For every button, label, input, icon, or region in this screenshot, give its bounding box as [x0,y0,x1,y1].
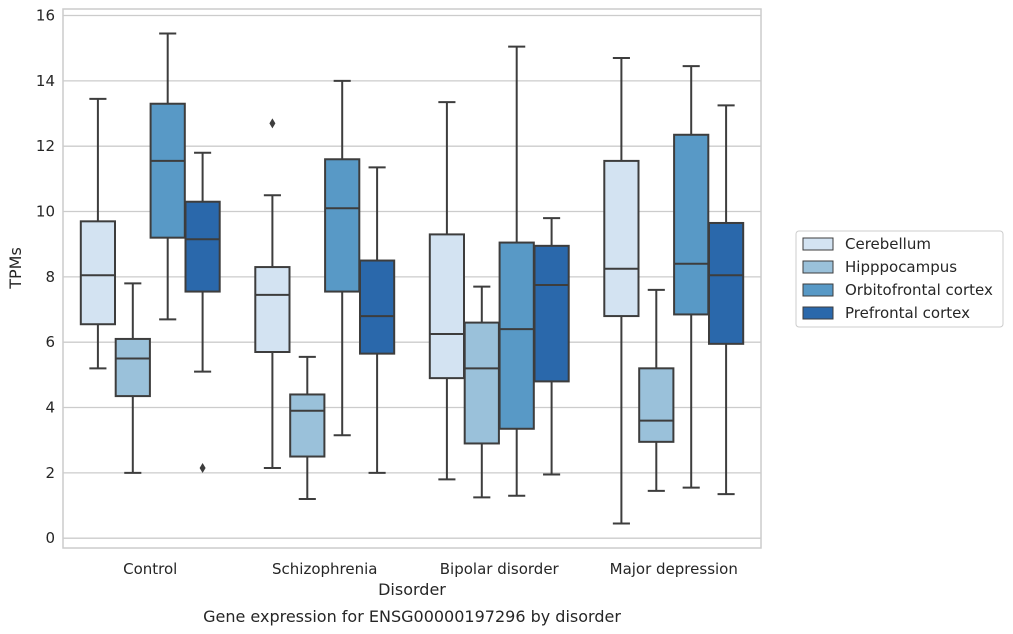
box-body [149,102,186,239]
y-tick-label-0: 0 [45,529,55,547]
box-body [254,266,291,354]
box-0-1 [254,118,291,469]
x-tick-labels: Control Schizophrenia Bipolar disorder Majo… [123,560,738,578]
box-body [707,221,745,345]
legend-label-3: Prefrontal cortex [845,304,970,322]
x-tick-label-3: Major depression [610,560,738,578]
outlier-point-0 [199,462,206,473]
box-body [79,220,117,326]
box-body [463,321,500,445]
box-body [184,200,221,293]
box-1-1 [289,355,326,500]
outlier-point-0 [269,118,276,129]
box-2-2 [498,45,535,497]
y-axis-label: TPMs [6,247,25,290]
y-tick-label-16: 16 [36,7,55,25]
legend-label-1: Hipppocampus [845,258,957,276]
x-tick-label-0: Control [123,560,177,578]
legend-swatch-0 [802,237,834,251]
legend-label-0: Cerebellum [845,235,931,253]
y-tick-labels: 0 2 4 6 8 10 12 14 16 [36,7,55,548]
box-0-2 [428,101,466,481]
box-body [114,337,151,398]
box-body [638,367,675,443]
x-tick-label-1: Schizophrenia [272,560,377,578]
legend-items: Cerebellum Hipppocampus Orbitofrontal cort… [802,235,993,322]
box-body [673,133,710,316]
y-tick-label-6: 6 [45,333,55,351]
box-1-2 [463,285,500,499]
box-3-1 [358,166,396,474]
box-3-3 [707,104,745,496]
y-tick-label-4: 4 [45,399,55,417]
box-body [603,159,640,318]
box-body [428,233,466,380]
x-tick-label-2: Bipolar disorder [440,560,560,578]
box-3-0 [184,151,221,473]
box-2-0 [149,32,186,321]
box-3-2 [533,217,570,476]
legend-swatch-3 [802,306,834,320]
x-axis-label: Disorder [378,580,446,599]
y-tick-label-2: 2 [45,464,55,482]
y-tick-label-14: 14 [36,72,55,90]
legend-swatch-2 [802,283,834,297]
chart-caption: Gene expression for ENSG00000197296 by d… [203,607,621,626]
box-body [498,241,535,430]
legend: Cerebellum Hipppocampus Orbitofrontal cort… [795,230,1004,328]
box-1-0 [114,282,151,474]
y-tick-label-8: 8 [45,268,55,286]
box-body [289,393,326,458]
y-tick-label-12: 12 [36,137,55,155]
box-body [324,158,361,293]
box-2-1 [324,79,361,437]
box-0-0 [79,97,117,370]
box-2-3 [673,65,710,489]
y-tick-label-10: 10 [36,203,55,221]
legend-frame [795,230,1004,328]
box-body [533,244,570,383]
box-layer [79,32,745,525]
box-0-3 [603,57,640,525]
box-body [358,259,396,355]
plot-frame [62,8,762,549]
legend-label-2: Orbitofrontal cortex [845,281,993,299]
legend-swatch-1 [802,260,834,274]
box-1-3 [638,288,675,492]
